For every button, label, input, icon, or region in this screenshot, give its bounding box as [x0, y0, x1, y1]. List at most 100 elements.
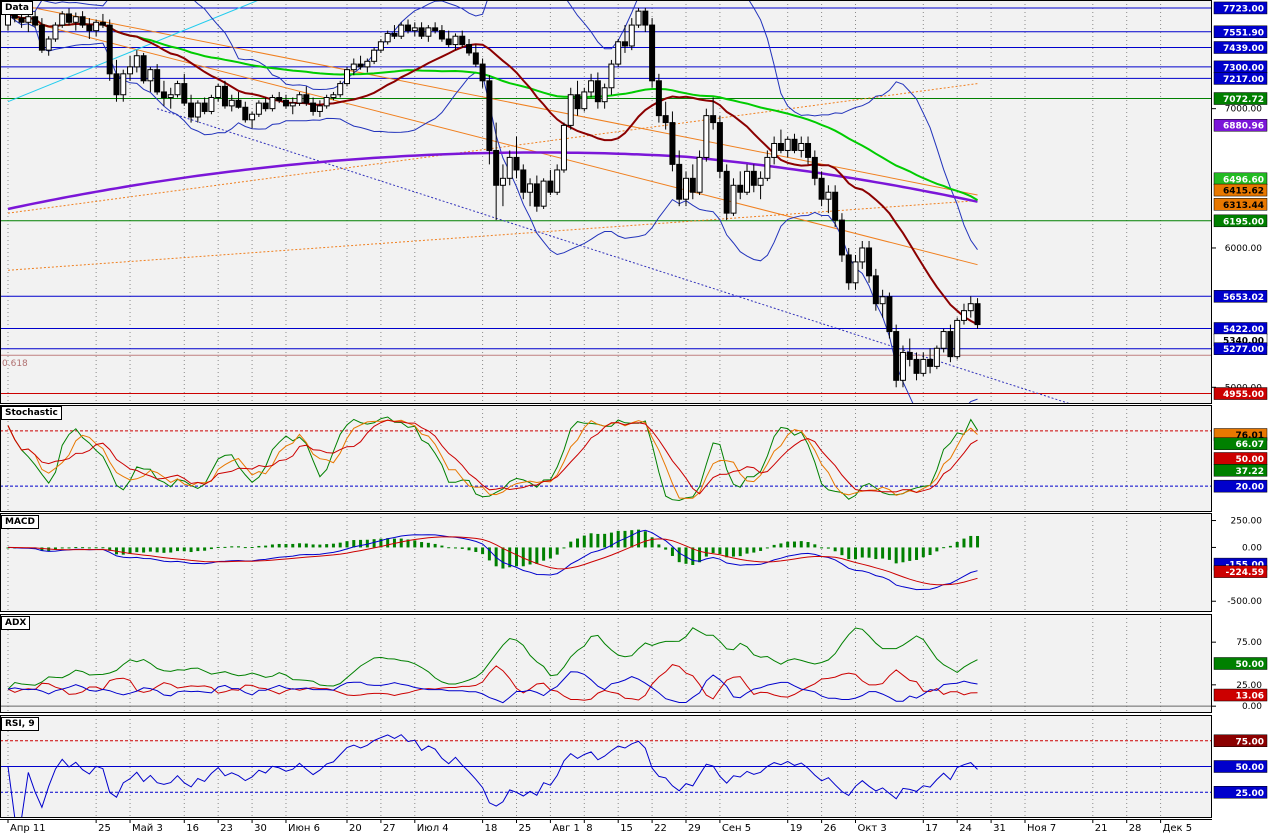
- candle-body-up: [696, 156, 703, 193]
- rsi-panel-title: RSI, 9: [1, 717, 39, 731]
- macd-histogram-bar: [467, 547, 471, 551]
- price-tag-box: [1213, 41, 1268, 54]
- candle-body-down: [621, 41, 628, 47]
- macd-histogram-bar: [162, 547, 166, 553]
- price-tag: 6195.00: [1213, 214, 1268, 227]
- candle: [811, 150, 818, 186]
- candle-body-up: [615, 41, 622, 65]
- price-tag: 5277.00: [1213, 342, 1268, 355]
- candle: [581, 87, 588, 112]
- price-tag: 7217.00: [1213, 72, 1268, 85]
- macd-histogram-bar: [121, 547, 125, 555]
- candle-body-down: [466, 44, 473, 54]
- price-tag-value: 7300.00: [1223, 63, 1264, 73]
- candle-body-up: [567, 94, 574, 126]
- candle-body-up: [560, 124, 567, 171]
- candle: [784, 136, 791, 158]
- macd-histogram-bar: [820, 547, 824, 549]
- x-tick-label: Май 3: [132, 823, 163, 834]
- macd-histogram-bar: [935, 547, 939, 552]
- candle-body-down: [160, 91, 167, 99]
- price-tag-box: [1213, 464, 1268, 477]
- macd-histogram-bar: [874, 547, 878, 560]
- candle: [154, 64, 161, 95]
- candle: [181, 73, 188, 106]
- price-tag-value: 76.01: [1236, 431, 1264, 441]
- panel-border-1: [0, 405, 1212, 512]
- price-tag-value: 7217.00: [1223, 75, 1264, 85]
- candle: [615, 39, 622, 67]
- x-tick-label: 29: [688, 823, 701, 834]
- candle: [120, 69, 127, 102]
- candle: [323, 94, 330, 109]
- candle-body-down: [737, 184, 744, 193]
- candle-body-down: [886, 296, 893, 333]
- price-plot-area: 0.618: [0, 0, 1212, 404]
- candle-body-up: [628, 24, 635, 47]
- candle-body-up: [120, 73, 127, 96]
- candle-body-up: [344, 69, 350, 85]
- macd-histogram-bar: [433, 543, 437, 548]
- macd-histogram-bar: [6, 547, 10, 549]
- macd-histogram-bar: [887, 547, 891, 560]
- macd-histogram-bar: [345, 541, 349, 548]
- panel-border-0: [0, 0, 1212, 404]
- candle-body-down: [472, 52, 479, 65]
- macd-histogram-bar: [209, 547, 213, 550]
- price-tag-value: 6195.00: [1223, 217, 1264, 227]
- macd-histogram-bar: [779, 543, 783, 548]
- candle-body-up: [608, 63, 615, 89]
- trend-ray: [7, 16, 978, 266]
- macd-histogram-bar: [270, 544, 274, 548]
- price-tag-value: 75.00: [1236, 737, 1264, 747]
- trend-ray: [157, 108, 1073, 404]
- candle: [723, 164, 730, 221]
- candle-body-down: [154, 69, 161, 93]
- candle-body-up: [411, 27, 418, 32]
- macd-histogram-bar: [203, 547, 207, 551]
- candle-body-up: [72, 16, 79, 23]
- candle-body-up: [499, 177, 506, 186]
- candle-body-down: [357, 63, 364, 68]
- candle-body-down: [242, 106, 249, 121]
- macd-histogram-bar: [745, 547, 749, 554]
- price-tag-box: [1213, 734, 1268, 747]
- candle-body-down: [533, 183, 540, 207]
- candle: [391, 25, 398, 40]
- bollinger-lower: [7, 13, 978, 404]
- macd-histogram-bar: [881, 547, 885, 559]
- macd-histogram-bar: [691, 547, 695, 566]
- candle: [201, 97, 208, 115]
- macd-histogram-bar: [406, 539, 410, 548]
- x-tick-label: 20: [349, 823, 362, 834]
- macd-histogram-bar: [955, 541, 959, 548]
- macd-histogram-bar: [74, 547, 78, 549]
- macd-histogram-bar: [894, 547, 898, 564]
- candle: [838, 213, 845, 262]
- price-tag-value: 5340.00: [1223, 336, 1264, 346]
- macd-histogram-bar: [643, 531, 647, 548]
- candle-body-down: [38, 24, 45, 51]
- macd-histogram-bar: [413, 540, 417, 548]
- candle-body-up: [744, 170, 751, 193]
- candle: [411, 22, 418, 37]
- candle: [683, 171, 689, 207]
- y-tick-label: 6000.00: [1225, 244, 1262, 254]
- price-tag: 50.00: [1213, 657, 1268, 670]
- macd-histogram-bar: [664, 547, 668, 550]
- price-tag-box: [1213, 1, 1268, 15]
- candle-body-up: [228, 99, 235, 107]
- candle-body-down: [574, 94, 581, 110]
- candle-body-down: [777, 142, 784, 151]
- candle-body-up: [506, 156, 513, 179]
- candle-body-down: [866, 247, 873, 277]
- macd-histogram-bar: [589, 533, 593, 548]
- x-tick-label: 31: [993, 823, 1006, 834]
- candle-body-down: [303, 94, 310, 104]
- candle: [791, 133, 798, 154]
- candle-body-up: [296, 94, 303, 104]
- candle: [594, 72, 601, 109]
- candle: [954, 317, 961, 360]
- candle: [628, 18, 635, 51]
- stochastic-panel-title: Stochastic: [1, 406, 62, 420]
